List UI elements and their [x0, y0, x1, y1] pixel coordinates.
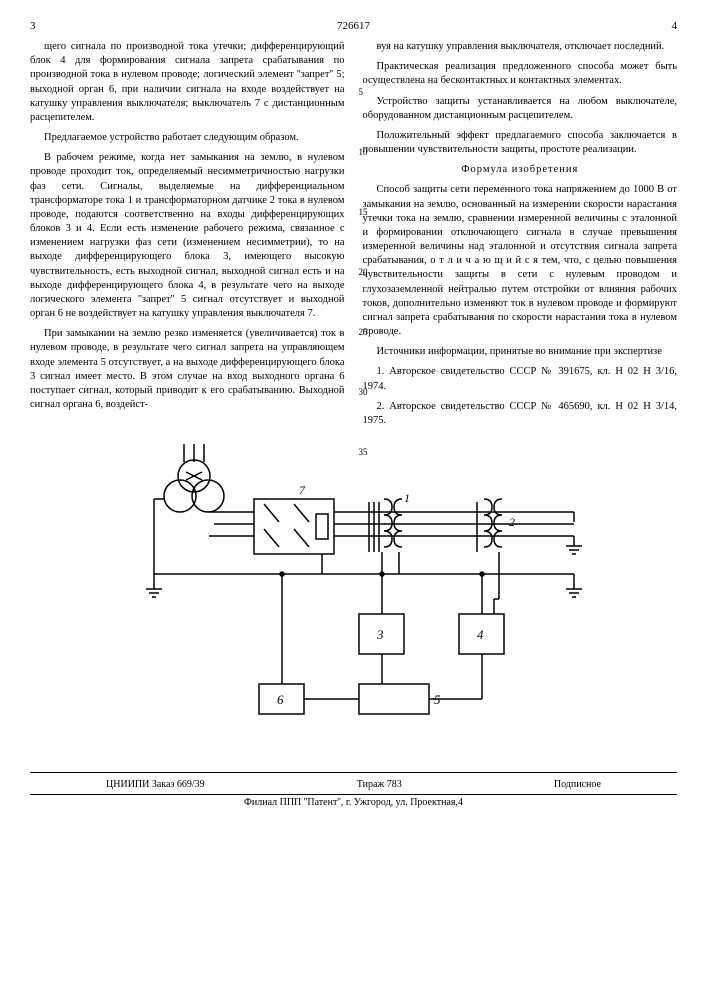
document-number: 726617	[337, 20, 370, 32]
para: Устройство защиты устанавливается на люб…	[363, 95, 678, 123]
line-marker: 15	[359, 206, 368, 218]
svg-text:7: 7	[299, 483, 306, 497]
footer-order: ЦНИИПИ Заказ 669/39	[106, 779, 205, 790]
line-marker: 5	[359, 86, 364, 98]
footer-sub: Подписное	[554, 779, 601, 790]
page-number-left: 3	[30, 20, 36, 32]
line-marker: 35	[359, 446, 368, 458]
footer-line-1: ЦНИИПИ Заказ 669/39 Тираж 783 Подписное	[30, 779, 677, 795]
formula-title: Формула изобретения	[363, 163, 678, 177]
para: Предлагаемое устройство работает следующ…	[30, 131, 345, 145]
page-number-right: 4	[672, 20, 678, 32]
svg-text:4: 4	[477, 627, 484, 642]
para: При замыкании на землю резко изменяется …	[30, 327, 345, 412]
para: щего сигнала по производной тока утечки;…	[30, 40, 345, 125]
para: В рабочем режиме, когда нет замыкания на…	[30, 151, 345, 321]
footer: ЦНИИПИ Заказ 669/39 Тираж 783 Подписное …	[30, 772, 677, 808]
formula-text: Способ защиты сети переменного тока напр…	[363, 183, 678, 339]
footer-tirazh: Тираж 783	[357, 779, 402, 790]
source-item: 1. Авторское свидетельство СССР № 391675…	[363, 365, 678, 393]
source-item: 2. Авторское свидетельство СССР № 465690…	[363, 400, 678, 428]
line-marker: 25	[359, 326, 368, 338]
svg-text:3: 3	[376, 627, 384, 642]
svg-text:1: 1	[404, 491, 410, 505]
footer-line-2: Филиал ППП ''Патент'', г. Ужгород, ул. П…	[30, 797, 677, 808]
left-column: щего сигнала по производной тока утечки;…	[30, 40, 345, 434]
sources-title: Источники информации, принятые во вниман…	[363, 345, 678, 359]
right-column: 5 10 15 20 25 30 35 вуя на катушку управ…	[363, 40, 678, 434]
line-marker: 10	[359, 146, 368, 158]
header: 3 726617 4	[30, 20, 677, 32]
svg-text:6: 6	[277, 692, 284, 707]
text-columns: щего сигнала по производной тока утечки;…	[30, 40, 677, 434]
page: 3 726617 4 щего сигнала по производной т…	[0, 0, 707, 825]
para: Положительный эффект предлагаемого спосо…	[363, 129, 678, 157]
para: вуя на катушку управления выключателя, о…	[363, 40, 678, 54]
line-marker: 30	[359, 386, 368, 398]
line-marker: 20	[359, 266, 368, 278]
circuit-diagram: 7 1 2	[104, 444, 604, 764]
svg-text:2: 2	[509, 515, 515, 529]
para: Практическая реализация предложенного сп…	[363, 60, 678, 88]
